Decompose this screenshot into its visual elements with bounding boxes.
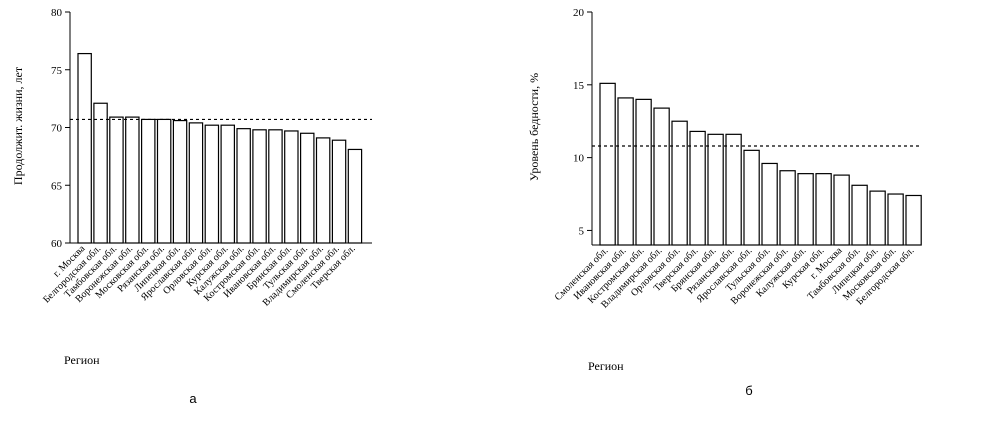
bar — [236, 128, 251, 244]
bar — [761, 162, 778, 246]
bar — [220, 124, 236, 244]
bar — [347, 148, 363, 244]
bar — [252, 129, 267, 244]
bar — [172, 119, 188, 244]
panel-label: а — [189, 391, 197, 406]
y-tick-label: 15 — [573, 80, 585, 92]
bar — [617, 97, 634, 246]
y-axis-title: Уровень бедности, % — [527, 73, 541, 181]
bar — [653, 107, 670, 246]
bar — [815, 173, 832, 246]
bar — [725, 133, 742, 246]
y-tick-label: 65 — [51, 180, 63, 192]
bar — [93, 102, 108, 244]
y-tick-label: 10 — [573, 153, 585, 165]
y-tick-label: 80 — [51, 7, 63, 19]
bar — [268, 129, 283, 244]
bar — [707, 133, 724, 246]
bar — [797, 173, 814, 246]
panel-label: б — [745, 383, 752, 398]
bar — [743, 149, 760, 246]
bar — [851, 184, 868, 246]
bar — [671, 120, 688, 246]
y-tick-label: 75 — [51, 65, 63, 77]
bar — [284, 130, 299, 244]
bar — [905, 194, 922, 246]
x-axis-title: Регион — [64, 353, 100, 367]
bar — [599, 82, 616, 246]
x-axis-title: Регион — [588, 359, 624, 373]
bar — [689, 130, 706, 246]
bar — [779, 170, 796, 246]
y-tick-label: 60 — [51, 238, 63, 250]
bar — [315, 137, 331, 244]
bar — [300, 132, 315, 244]
y-axis-title: Продолжит. жизни, лет — [11, 66, 25, 185]
bar — [125, 116, 140, 244]
bar — [869, 190, 886, 246]
bar — [109, 116, 124, 244]
bar — [833, 174, 850, 246]
bar — [188, 122, 204, 244]
y-tick-label: 20 — [573, 7, 585, 19]
bar — [635, 98, 652, 246]
bar — [77, 52, 92, 244]
y-tick-label: 5 — [579, 225, 585, 237]
bar — [141, 118, 156, 244]
bar — [331, 139, 347, 244]
y-tick-label: 70 — [51, 123, 63, 135]
bar — [204, 124, 220, 244]
bar — [887, 193, 904, 246]
bar — [156, 118, 172, 244]
